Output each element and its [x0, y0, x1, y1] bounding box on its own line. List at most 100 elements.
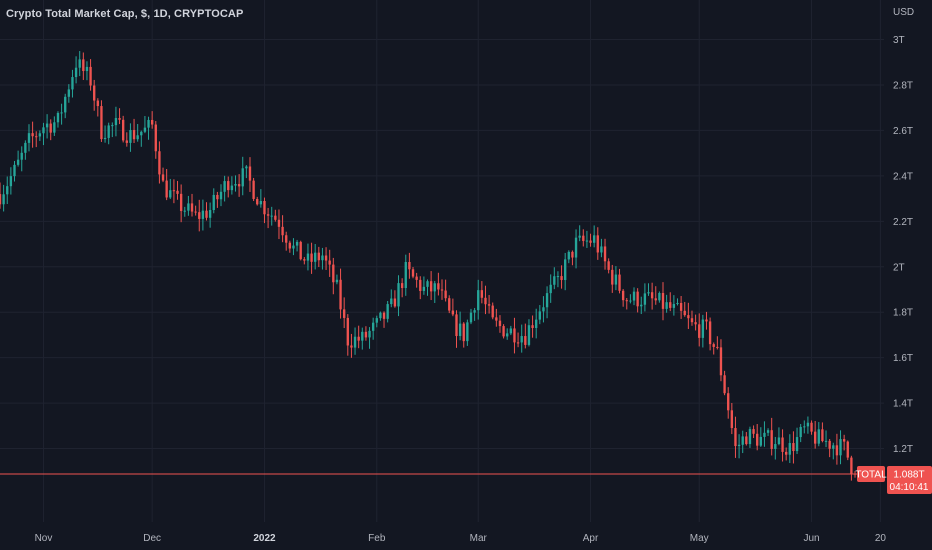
candle-body: [324, 255, 328, 261]
candle: [140, 130, 143, 147]
candle: [759, 427, 762, 447]
candle: [506, 328, 509, 340]
candle-body: [665, 302, 668, 309]
candle: [727, 387, 730, 419]
candle-body: [701, 319, 705, 338]
candle-body: [13, 164, 16, 177]
candle-body: [792, 443, 795, 452]
candle: [111, 122, 114, 138]
candle: [103, 125, 107, 143]
candle: [658, 291, 661, 303]
candle-body: [114, 118, 118, 126]
candle: [701, 314, 705, 348]
candle: [82, 52, 85, 80]
candle-body: [592, 235, 596, 243]
candle: [252, 177, 255, 202]
candle-body: [245, 166, 248, 169]
candle: [647, 283, 650, 296]
candle: [828, 438, 831, 458]
price-tick-label: 3T: [893, 35, 905, 46]
candle-body: [295, 241, 299, 246]
candle: [198, 199, 201, 232]
chart-title: Crypto Total Market Cap, $, 1D, CRYPTOCA…: [6, 8, 244, 20]
candle-body: [748, 429, 752, 445]
candle-body: [676, 302, 679, 305]
candle-body: [448, 298, 451, 311]
last-price-value: 1.088T: [893, 470, 924, 481]
candle: [708, 317, 712, 351]
symbol-tag-bg: [857, 466, 885, 483]
candle: [592, 225, 596, 248]
candle-body: [737, 444, 741, 447]
candle-body: [230, 185, 234, 191]
candle-body: [813, 431, 817, 444]
candle: [288, 240, 292, 253]
candle: [328, 249, 331, 277]
candle: [53, 116, 56, 136]
candle-body: [357, 336, 360, 341]
candle-body: [346, 317, 349, 346]
candle-body: [712, 344, 715, 347]
candle-body: [35, 136, 38, 138]
candle-body: [553, 276, 556, 285]
candle-body: [49, 123, 52, 133]
candle-body: [795, 437, 799, 452]
candle: [712, 342, 715, 355]
candle: [741, 430, 744, 454]
price-tick-label: 2.2T: [893, 217, 913, 228]
candle-body: [643, 293, 647, 305]
candle-body: [480, 290, 484, 298]
candle: [20, 146, 23, 172]
candle-body: [96, 100, 99, 107]
candle-body: [100, 106, 103, 140]
candle-body: [607, 261, 610, 270]
candle-body: [455, 314, 458, 337]
candle: [56, 111, 60, 128]
candle: [444, 279, 447, 302]
candle-body: [136, 135, 139, 140]
candle: [520, 324, 523, 353]
candle-body: [473, 310, 476, 313]
candle-body: [78, 59, 81, 68]
candle: [205, 202, 208, 221]
candle-body: [600, 246, 603, 253]
candle-body: [777, 437, 781, 445]
candle-body: [132, 130, 136, 140]
candle: [143, 116, 147, 134]
candle: [364, 326, 368, 341]
candle-body: [817, 429, 820, 444]
candle: [317, 246, 320, 268]
candle: [303, 257, 306, 265]
time-tick-label: Nov: [35, 533, 53, 544]
candle: [42, 122, 45, 146]
candle: [234, 175, 237, 192]
candle: [618, 268, 621, 294]
candle: [524, 323, 527, 349]
candle: [821, 422, 824, 443]
candle: [277, 209, 281, 240]
candle-body: [227, 181, 230, 191]
candle: [9, 167, 13, 195]
candle-body: [361, 331, 364, 341]
candle: [100, 100, 103, 142]
candle: [737, 434, 741, 459]
candle: [371, 317, 375, 340]
candle-body: [716, 346, 719, 348]
candle-body: [237, 184, 241, 187]
candle: [147, 116, 150, 140]
candle-body: [535, 319, 538, 328]
candle: [632, 287, 636, 306]
candle-body: [766, 430, 770, 433]
last-price-tag-bg: [887, 466, 932, 495]
candle-body: [201, 210, 205, 219]
candle-body: [723, 375, 726, 394]
candle-body: [477, 290, 480, 311]
candle: [839, 430, 842, 465]
candle-body: [259, 200, 263, 205]
candle-body: [516, 342, 520, 344]
candle: [716, 336, 719, 350]
candle: [227, 176, 230, 198]
